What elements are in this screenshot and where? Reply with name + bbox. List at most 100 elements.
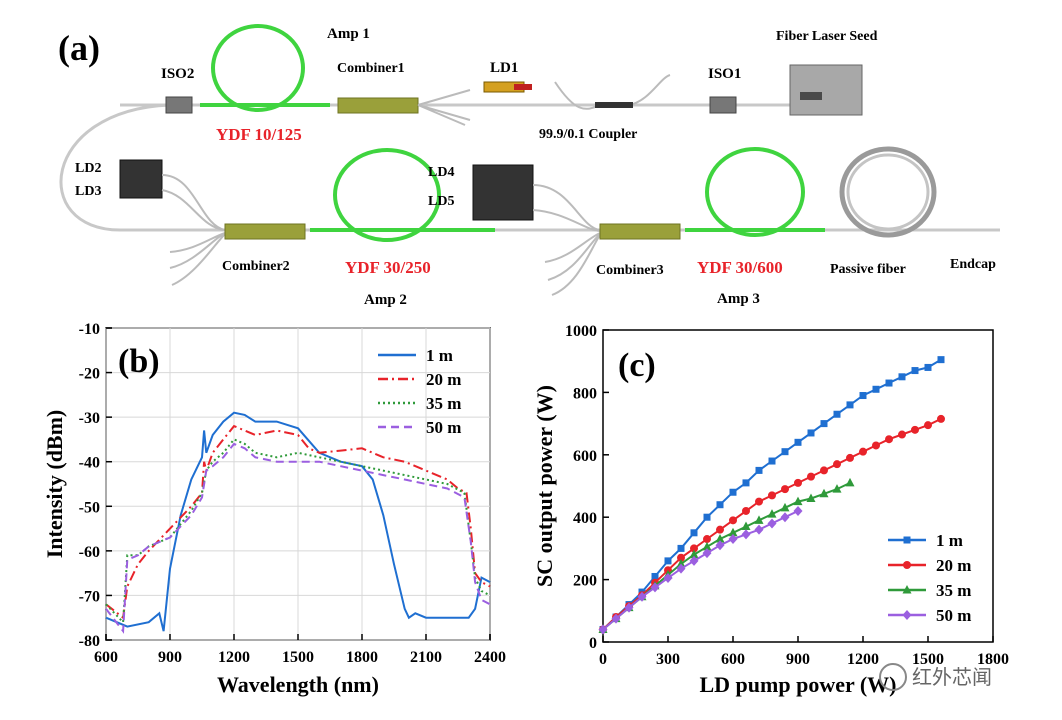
legend-label: 50 m [936, 606, 971, 625]
combiner2-leads [161, 174, 226, 286]
data-point-20m [729, 516, 737, 525]
data-point-1m [937, 356, 945, 364]
fiber-loop [59, 103, 1000, 232]
y-tick-label: -50 [79, 499, 100, 516]
data-point-1m [833, 410, 841, 418]
y-tick-label: 200 [573, 573, 597, 590]
data-point-20m [781, 485, 789, 494]
coupler-box [595, 102, 633, 108]
x-tick-label: 1200 [847, 651, 879, 668]
data-point-50m [689, 555, 699, 566]
x-tick-label: 900 [786, 651, 810, 668]
data-point-1m [677, 544, 685, 552]
data-point-20m [872, 441, 880, 450]
legend-marker [902, 585, 912, 594]
data-point-50m [637, 591, 647, 602]
x-tick-label: 1500 [912, 651, 944, 668]
x-tick-label: 1800 [346, 649, 378, 666]
data-point-50m [624, 602, 634, 613]
data-point-1m [729, 488, 737, 496]
ld3-label: LD3 [75, 184, 101, 199]
data-point-50m [754, 524, 764, 535]
y-tick-label: -80 [79, 633, 100, 650]
data-point-35m [741, 521, 751, 531]
series-line-35m [602, 481, 851, 631]
panel-b-legend: 1 m 20 m 35 m 50 m [378, 346, 461, 437]
data-point-1m [664, 557, 672, 565]
combiner1-leads [417, 89, 471, 126]
combiner2-label: Combiner2 [222, 259, 290, 274]
data-point-20m [885, 435, 893, 444]
passive-fiber-label: Passive fiber [830, 262, 906, 277]
ld4-label: LD4 [428, 165, 454, 180]
panel-c-xlabel: LD pump power (W) [699, 672, 896, 697]
panel-b-chart: 600 900 1200 1500 1800 2100 2400 -80 -70 -60 -50 -4… [42, 321, 506, 697]
panel-b-grid [105, 327, 491, 641]
legend-marker [903, 536, 911, 544]
legend-label: 20 m [936, 556, 971, 575]
data-point-50m [728, 534, 738, 545]
panel-b-xlabel: Wavelength (nm) [217, 672, 379, 697]
data-point-35m [728, 527, 738, 537]
x-tick-label: 2400 [474, 649, 506, 666]
combiner3-leads [532, 184, 601, 296]
y-tick-label: 600 [573, 448, 597, 465]
amp2-label: Amp 2 [364, 292, 407, 308]
combiner3-box [599, 223, 681, 240]
data-point-1m [703, 513, 711, 521]
data-point-35m [754, 515, 764, 524]
y-tick-label: -70 [79, 588, 100, 605]
data-point-50m [741, 529, 751, 540]
combiner1-box [337, 97, 419, 114]
series-line-1m [105, 411, 491, 632]
amp1-label: Amp 1 [327, 26, 370, 42]
ld2-label: LD2 [75, 161, 101, 176]
ld1-label: LD1 [490, 60, 518, 76]
data-point-35m [793, 496, 803, 506]
series-line-35m [105, 438, 491, 625]
data-point-1m [781, 448, 789, 456]
data-point-35m [819, 488, 829, 498]
panel-c-ticks: 0 300 600 900 1200 1500 1800 0 200 400 600 800 1000 [565, 323, 1009, 668]
iso2-label: ISO2 [161, 66, 194, 82]
x-tick-label: 2100 [410, 649, 442, 666]
x-tick-label: 1200 [218, 649, 250, 666]
legend-label: 35 m [936, 581, 971, 600]
series-line-50m [602, 510, 799, 631]
panel-c-tag: (c) [618, 347, 656, 384]
data-point-50m [780, 512, 790, 523]
data-point-1m [859, 392, 867, 400]
data-point-1m [911, 367, 919, 375]
data-point-20m [703, 535, 711, 544]
data-point-20m [677, 553, 685, 562]
y-tick-label: 800 [573, 385, 597, 402]
data-point-1m [768, 457, 776, 465]
data-point-35m [676, 559, 686, 568]
seed-label: Fiber Laser Seed [776, 29, 878, 44]
legend-marker [903, 561, 911, 569]
y-tick-label: 400 [573, 510, 597, 527]
legend-label: 50 m [426, 418, 461, 437]
combiner3-label: Combiner3 [596, 263, 664, 278]
y-tick-label: 0 [589, 635, 597, 652]
x-tick-label: 600 [721, 651, 745, 668]
legend-marker [902, 610, 912, 620]
data-point-35m [689, 549, 699, 559]
data-point-20m [924, 421, 932, 430]
data-point-50m [598, 624, 608, 635]
data-point-35m [845, 477, 855, 487]
data-point-1m [885, 379, 893, 387]
ld2-ld3-box [119, 159, 163, 199]
iso2-box [165, 96, 193, 114]
amp3-label: Amp 3 [717, 291, 760, 307]
y-tick-label: -60 [79, 544, 100, 561]
x-tick-label: 1500 [282, 649, 314, 666]
y-tick-label: -30 [79, 410, 100, 427]
data-point-35m [780, 502, 790, 512]
ld1-lead [514, 84, 532, 90]
data-point-20m [833, 460, 841, 469]
data-point-1m [820, 420, 828, 428]
data-point-35m [806, 493, 816, 502]
y-tick-label: -10 [79, 321, 100, 338]
